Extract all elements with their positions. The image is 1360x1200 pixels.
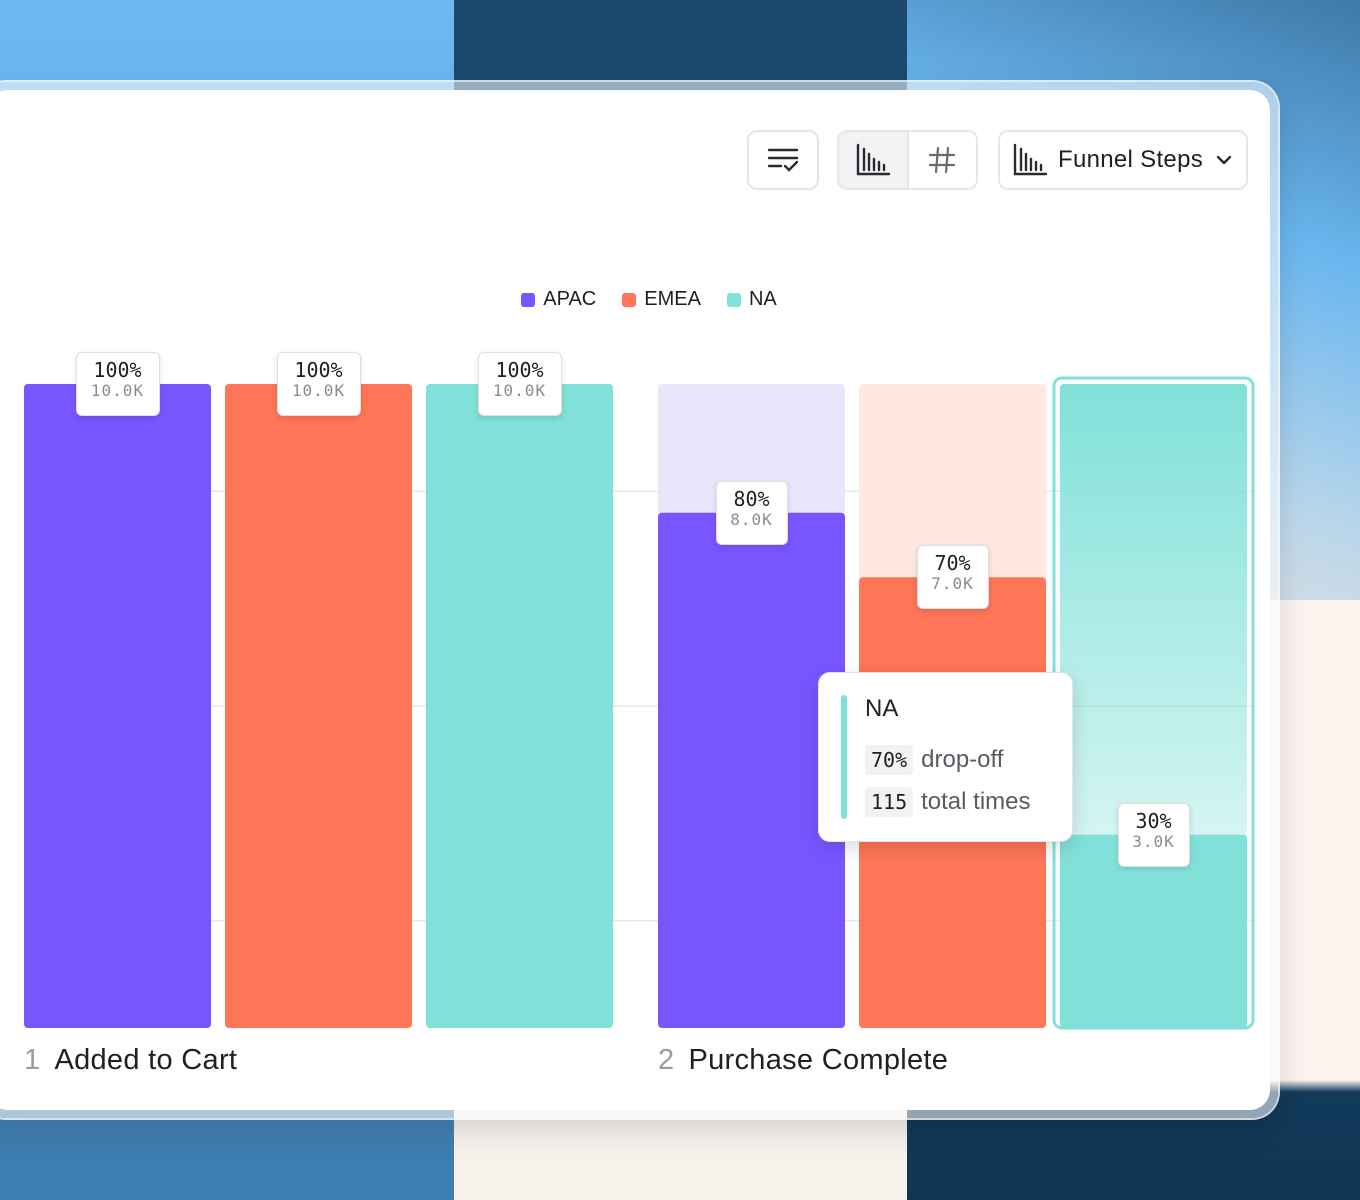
- step-name: Added to Cart: [54, 1044, 238, 1076]
- tooltip-value: 115: [865, 787, 914, 817]
- bar-percent: 100%: [93, 358, 142, 382]
- bar-percent: 100%: [294, 358, 343, 382]
- bar-count: 10.0K: [291, 381, 346, 400]
- bar-count: 10.0K: [90, 381, 145, 400]
- legend-item-na[interactable]: NA: [726, 288, 777, 311]
- legend-label: EMEA: [644, 288, 701, 310]
- bar-percent: 30%: [1135, 808, 1172, 833]
- bar-value-label: 30% 3.0K: [1117, 802, 1190, 867]
- dropdown-label: Funnel Steps: [1058, 146, 1204, 173]
- tooltip-accent: [841, 695, 847, 819]
- chart-tooltip: NA 70% drop-off 115 total times: [818, 672, 1073, 842]
- legend-label: NA: [748, 288, 777, 310]
- legend-label: APAC: [543, 288, 597, 310]
- bar-value-label: 80% 8.0K: [715, 480, 788, 545]
- bar-chart-icon: [1013, 143, 1048, 176]
- bar-percent: 70%: [934, 551, 971, 576]
- bar-count: 3.0K: [1132, 831, 1175, 851]
- hash-icon: [929, 146, 956, 174]
- bar-count: 10.0K: [492, 381, 547, 400]
- legend-swatch: [622, 292, 637, 307]
- chart-card-inner: [0, 90, 1270, 1110]
- legend-item-apac[interactable]: APAC: [521, 288, 596, 311]
- step-number: 2: [658, 1044, 675, 1076]
- chevron-down-icon: [1216, 155, 1232, 165]
- chart-legend: APAC EMEA NA: [0, 288, 1298, 311]
- tooltip-text: total times: [921, 788, 1031, 815]
- step-number: 1: [24, 1044, 41, 1076]
- view-bar-chart-button[interactable]: [839, 132, 909, 188]
- step-name: Purchase Complete: [688, 1044, 949, 1076]
- chart-card: [0, 82, 1278, 1118]
- bar-count: 8.0K: [730, 509, 773, 529]
- bar-count: 7.0K: [931, 574, 974, 594]
- tooltip-title: NA: [865, 695, 899, 722]
- step-label-purchase-complete: 2 Purchase Complete: [658, 1044, 948, 1077]
- legend-swatch: [521, 292, 536, 307]
- funnel-steps-dropdown[interactable]: Funnel Steps: [998, 130, 1248, 190]
- sort-button[interactable]: [747, 130, 819, 190]
- tooltip-value: 70%: [865, 745, 914, 775]
- tooltip-text: drop-off: [921, 746, 1004, 773]
- bar-chart-icon: [856, 143, 890, 176]
- view-toggle: [837, 130, 978, 190]
- legend-item-emea[interactable]: EMEA: [622, 288, 701, 311]
- sort-lines-check-icon: [767, 148, 799, 172]
- bar-percent: 100%: [495, 358, 544, 382]
- bar-value-label: 70% 7.0K: [916, 545, 989, 610]
- legend-swatch: [726, 292, 741, 307]
- tooltip-row-dropoff: 70% drop-off: [865, 745, 1003, 775]
- bar-value-label: 100% 10.0K: [276, 352, 361, 416]
- view-number-button[interactable]: [909, 132, 977, 188]
- tooltip-row-total: 115 total times: [865, 787, 1031, 817]
- bar-value-label: 100% 10.0K: [477, 352, 562, 416]
- bar-percent: 80%: [733, 486, 770, 511]
- bar-value-label: 100% 10.0K: [75, 352, 160, 416]
- step-label-added-to-cart: 1 Added to Cart: [24, 1044, 237, 1077]
